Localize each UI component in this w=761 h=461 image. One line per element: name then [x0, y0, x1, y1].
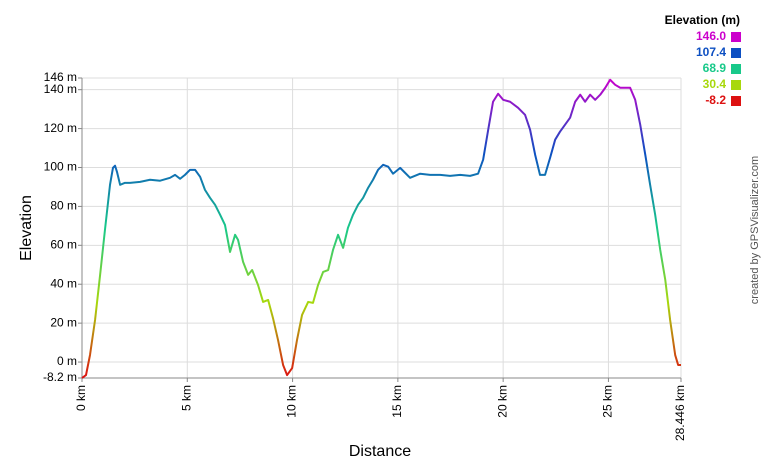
legend-label: 68.9	[703, 61, 727, 75]
y-tick-label: 0 m	[57, 354, 77, 368]
legend-swatch	[731, 32, 741, 42]
x-tick-label: 20 km	[495, 385, 509, 418]
y-tick-label: 146 m	[44, 70, 77, 84]
y-tick-label: -8.2 m	[43, 370, 77, 384]
elevation-line	[81, 78, 681, 379]
legend-label: -8.2	[705, 93, 726, 107]
legend-swatch	[731, 64, 741, 74]
x-tick-label: 10 km	[285, 385, 299, 418]
y-tick-label: 80 m	[50, 199, 77, 213]
legend-label: 146.0	[696, 29, 726, 43]
legend-swatch	[731, 48, 741, 58]
y-tick-label: 140 m	[44, 82, 77, 96]
legend-label: 30.4	[703, 77, 727, 91]
y-tick-label: 20 m	[50, 315, 77, 329]
legend-title: Elevation (m)	[665, 13, 740, 27]
x-axis-title: Distance	[349, 443, 411, 460]
x-tick-label: 15 km	[390, 385, 404, 418]
y-axis-title: Elevation	[18, 195, 35, 261]
credit: created by GPSVisualizer.com	[749, 156, 761, 304]
x-tick-label: 0 km	[74, 385, 88, 411]
x-tick-label: 5 km	[179, 385, 193, 411]
y-tick-label: 60 m	[50, 237, 77, 251]
y-tick-label: 120 m	[44, 121, 77, 135]
x-tick-label: 25 km	[601, 385, 615, 418]
y-tick-label: 100 m	[44, 160, 77, 174]
legend-swatch	[731, 96, 741, 106]
legend-swatch	[731, 80, 741, 90]
y-tick-label: 40 m	[50, 276, 77, 290]
legend-label: 107.4	[696, 45, 726, 59]
x-tick-label: 28.446 km	[673, 385, 687, 441]
